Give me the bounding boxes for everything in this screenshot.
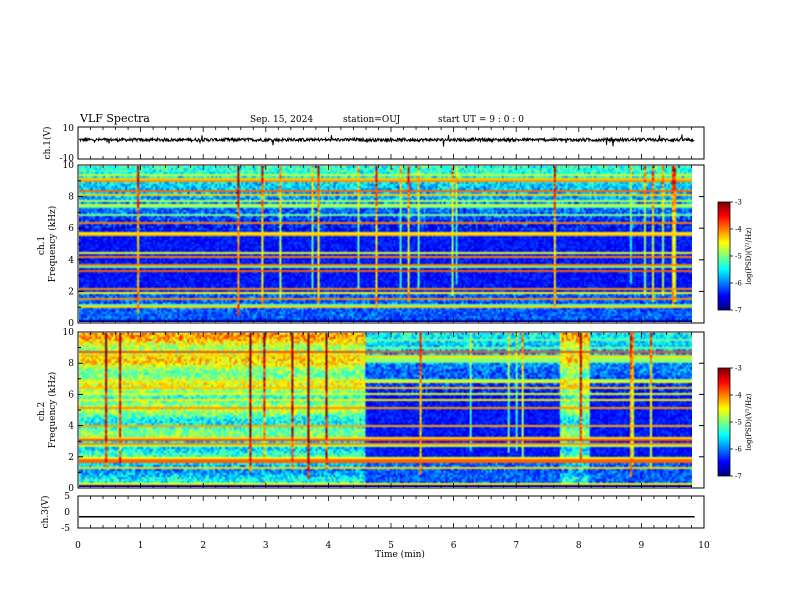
ch1-spectrogram-ylabel: ch.1 Frequency (kHz) (37, 206, 58, 283)
x-axis-tick-labels: 0 1 2 3 4 5 6 7 8 9 10 (75, 541, 710, 551)
ch1-colorbar-tick-label: -5 (735, 253, 742, 261)
ch2-spec-ytick-label: 2 (68, 453, 74, 463)
ch1-spec-ytick-label: 10 (63, 161, 75, 171)
ch1-colorbar-tick-label: -6 (735, 280, 742, 288)
ch2-spec-ytick-label: 0 (68, 484, 74, 494)
ch1-waveform-panel: 10 -10 ch.1(V) (42, 124, 705, 164)
ch1-spec-ytick-label: 2 (68, 287, 74, 297)
ch3-ytick-mid: 0 (64, 508, 70, 518)
ch1-spectrogram-ylabel-line2: Frequency (kHz) (47, 206, 58, 283)
ch2-spec-ytick-label: 8 (68, 359, 74, 369)
ch2-colorbar-tick-label: -4 (735, 392, 742, 400)
x-tick-label: 5 (388, 541, 394, 551)
date-label: Sep. 15, 2024 (250, 115, 313, 125)
ch3-ytick-top: 5 (64, 492, 70, 502)
ch1-colorbar (718, 202, 730, 310)
ch1-ytick-bottom: -10 (60, 154, 75, 164)
x-axis-ticks (77, 127, 705, 528)
ch3-ytick-bottom: -5 (61, 524, 70, 534)
ch2-spectrogram-ylabel-line1: ch.2 (37, 402, 47, 421)
ch2-spectrogram-image (79, 333, 692, 487)
ch2-spectrogram-ylabel: ch.2 Frequency (kHz) (37, 372, 58, 449)
x-tick-label: 7 (513, 541, 519, 551)
ch1-ytick-top: 10 (63, 124, 75, 134)
ch1-waveform-ylabel: ch.1(V) (42, 127, 53, 160)
ch3-waveform-panel: 5 0 -5 ch.3(V) (40, 492, 705, 534)
ch2-colorbar-label: log(PSD)(V²/Hz) (745, 393, 753, 450)
ch1-spec-ytick-label: 0 (68, 319, 74, 329)
x-tick-label: 2 (200, 541, 206, 551)
ch1-waveform-line (78, 134, 695, 147)
ch1-spec-ytick-label: 6 (68, 224, 74, 234)
ch1-spec-ytick-label: 8 (68, 193, 74, 203)
x-tick-label: 4 (326, 541, 332, 551)
x-tick-label: 10 (698, 541, 710, 551)
ch2-colorbar-tick-label: -3 (735, 365, 742, 373)
start-time-label: start UT = 9 : 0 : 0 (438, 115, 524, 125)
ch1-colorbar-tick-label: -7 (735, 307, 742, 315)
ch2-colorbar-tick-label: -7 (735, 473, 742, 481)
ch2-colorbar-tick-label: -5 (735, 419, 742, 427)
x-tick-label: 1 (138, 541, 144, 551)
x-axis-label: Time (min) (375, 549, 425, 560)
ch1-spec-ytick-label: 4 (68, 256, 74, 266)
ch1-colorbar-tick-label: -3 (735, 199, 742, 207)
ch2-spec-ytick-label: 10 (63, 328, 75, 338)
x-tick-label: 9 (639, 541, 645, 551)
figure-title: VLF Spectra (79, 112, 150, 125)
station-label: station=OUJ (343, 115, 401, 125)
ch1-spectrogram-ylabel-line1: ch.1 (37, 236, 47, 255)
ch1-spectrogram-image (79, 166, 692, 322)
ch2-spec-ytick-label: 6 (68, 390, 74, 400)
ch3-waveform-ylabel: ch.3(V) (40, 496, 51, 529)
ch1-colorbar-tick-label: -4 (735, 226, 742, 234)
ch1-colorbar-label: log(PSD)(V²/Hz) (745, 227, 753, 284)
x-tick-label: 6 (451, 541, 457, 551)
x-tick-label: 3 (263, 541, 269, 551)
x-tick-label: 8 (576, 541, 582, 551)
ch2-colorbar (718, 368, 730, 476)
ch2-colorbar-tick-label: -6 (735, 446, 742, 454)
ch2-spectrogram-ylabel-line2: Frequency (kHz) (47, 372, 58, 449)
x-tick-label: 0 (75, 541, 81, 551)
ch2-spec-ytick-label: 4 (68, 422, 74, 432)
